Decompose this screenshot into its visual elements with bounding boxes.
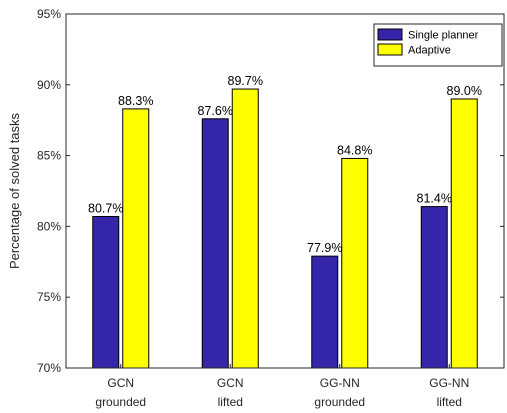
x-tick-label: lifted	[218, 395, 243, 409]
y-tick-label: 80%	[37, 219, 61, 233]
x-tick-label: GG-NN	[320, 376, 360, 390]
data-label: 87.6%	[198, 104, 233, 118]
data-label: 77.9%	[307, 241, 342, 255]
bar-adaptive	[341, 157, 369, 369]
axes-layer: GCN grounded GCN lifted GG-NN grounded GG-NN li…	[37, 7, 505, 409]
data-label: 81.4%	[417, 192, 452, 206]
legend-swatch	[377, 43, 403, 56]
bar-single-planner	[92, 215, 120, 369]
x-tick-label: GCN	[107, 376, 134, 390]
bar-single-planner	[420, 206, 448, 369]
data-label: 84.8%	[337, 143, 372, 157]
data-label: 80.7%	[88, 201, 123, 215]
bar-adaptive	[450, 98, 478, 369]
y-tick-label: 85%	[37, 149, 61, 163]
legend: Single planner Adaptive	[373, 23, 503, 67]
x-tick-label: GCN	[217, 376, 244, 390]
y-tick-label: 95%	[37, 7, 61, 21]
bar-single-planner	[311, 255, 339, 369]
x-tick-label: GG-NN	[429, 376, 469, 390]
x-tick-label: grounded	[95, 395, 146, 409]
data-label: 89.0%	[447, 84, 482, 98]
bar-adaptive	[122, 108, 150, 369]
bars-layer	[92, 88, 478, 369]
x-tick-label: lifted	[437, 395, 462, 409]
legend-label: Adaptive	[408, 45, 451, 57]
axes-box	[65, 13, 505, 369]
data-labels-layer: 80.7% 88.3% 87.6% 89.7% 77.9% 84.8% 81.4% 89.0%	[88, 74, 482, 255]
legend-swatch	[377, 28, 403, 41]
bar-adaptive	[231, 88, 259, 369]
data-label: 88.3%	[118, 94, 153, 108]
bar-single-planner	[201, 118, 229, 369]
y-tick-label: 90%	[37, 78, 61, 92]
y-tick-label: 70%	[37, 361, 61, 375]
x-tick-label: grounded	[314, 395, 365, 409]
y-axis-title: Percentage of solved tasks	[7, 112, 22, 269]
y-tick-label: 75%	[37, 290, 61, 304]
legend-label: Single planner	[408, 30, 479, 42]
data-label: 89.7%	[228, 74, 263, 88]
